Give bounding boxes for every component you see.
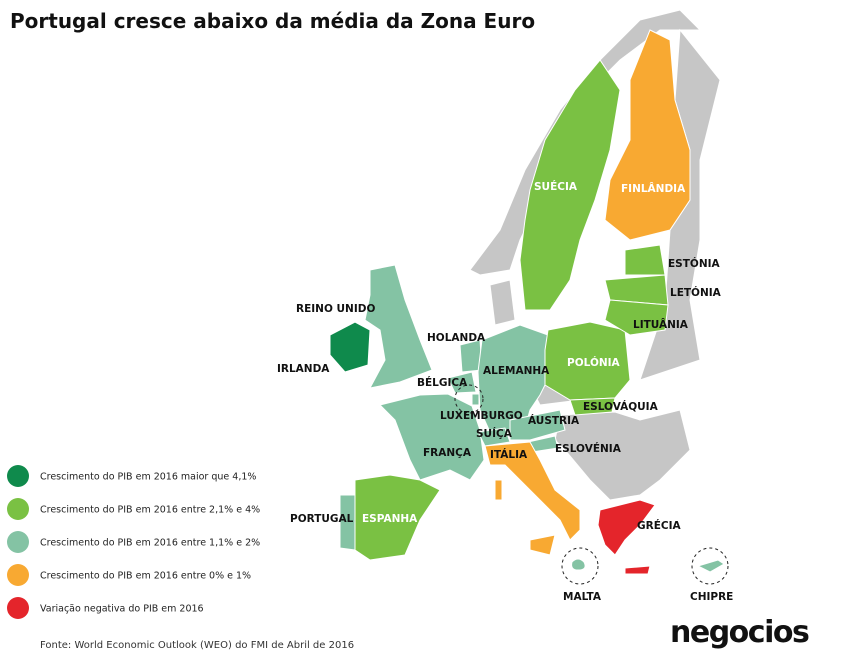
legend-swatch [7, 465, 29, 487]
country-label: GRÉCIA [637, 519, 681, 532]
country-label: ESTÓNIA [668, 257, 721, 270]
country-shape [379, 393, 485, 481]
country-shape [494, 479, 503, 501]
legend-label: Crescimento do PIB em 2016 entre 0% e 1% [40, 571, 251, 582]
country-shape [624, 565, 651, 575]
country-label: ESLOVÁQUIA [583, 400, 659, 413]
legend: Crescimento do PIB em 2016 maior que 4,1… [7, 465, 260, 619]
country-label: ÁUSTRIA [528, 414, 580, 427]
country-label: POLÓNIA [567, 356, 621, 369]
malta-zoom [561, 547, 599, 585]
country-shape [571, 558, 586, 571]
country-label: MALTA [563, 591, 602, 603]
title: Portugal cresce abaixo da média da Zona … [10, 9, 535, 33]
legend-swatch [7, 531, 29, 553]
country-shape [569, 397, 616, 416]
country-label: LITUÂNIA [633, 318, 689, 331]
country-shape [696, 559, 725, 573]
countries [329, 29, 725, 575]
country-label: LUXEMBURGO [440, 410, 523, 422]
country-shape [354, 474, 441, 561]
country-label: ESLOVÉNIA [555, 442, 622, 455]
country-label: HOLANDA [427, 332, 486, 344]
legend-swatch [7, 597, 29, 619]
country-shape [604, 29, 691, 241]
country-label: REINO UNIDO [296, 303, 375, 315]
country-label: ESPANHA [362, 513, 418, 525]
legend-label: Crescimento do PIB em 2016 maior que 4,1… [40, 472, 256, 483]
legend-label: Crescimento do PIB em 2016 entre 1,1% e … [40, 538, 260, 549]
luxembourg-zoom [454, 384, 484, 414]
country-labels: REINO UNIDO IRLANDA HOLANDA BÉLGICA LUXE… [277, 180, 733, 603]
country-shape [509, 409, 566, 441]
country-shape [471, 393, 480, 406]
country-label: ITÁLIA [490, 448, 528, 461]
country-label: SUÉCIA [534, 180, 578, 193]
country-label: BÉLGICA [417, 376, 468, 389]
country-label: CHIPRE [690, 591, 733, 603]
country-shape [604, 299, 669, 336]
country-shape [447, 371, 477, 394]
country-label: SUÍÇA [476, 427, 513, 440]
country-label: FRANÇA [423, 447, 472, 459]
country-label: FINLÂNDIA [621, 182, 686, 195]
country-shape [519, 59, 621, 311]
country-shape [624, 244, 666, 276]
country-label: ALEMANHA [483, 365, 550, 377]
logo: negocios [670, 615, 809, 650]
country-shape [484, 441, 581, 541]
country-shape [477, 324, 549, 433]
cyprus-zoom [691, 547, 729, 585]
country-label: PORTUGAL [290, 513, 354, 525]
country-shape [477, 427, 511, 447]
legend-label: Variação negativa do PIB em 2016 [40, 604, 204, 615]
source: Fonte: World Economic Outlook (WEO) do F… [40, 640, 354, 651]
legend-swatch [7, 564, 29, 586]
legend-label: Crescimento do PIB em 2016 entre 2,1% e … [40, 505, 260, 516]
country-label: LETÓNIA [670, 286, 722, 299]
country-shape [329, 321, 371, 373]
country-shape [597, 499, 656, 556]
country-label: IRLANDA [277, 363, 330, 375]
legend-swatch [7, 498, 29, 520]
country-shape [364, 264, 433, 389]
country-shape [529, 534, 556, 556]
